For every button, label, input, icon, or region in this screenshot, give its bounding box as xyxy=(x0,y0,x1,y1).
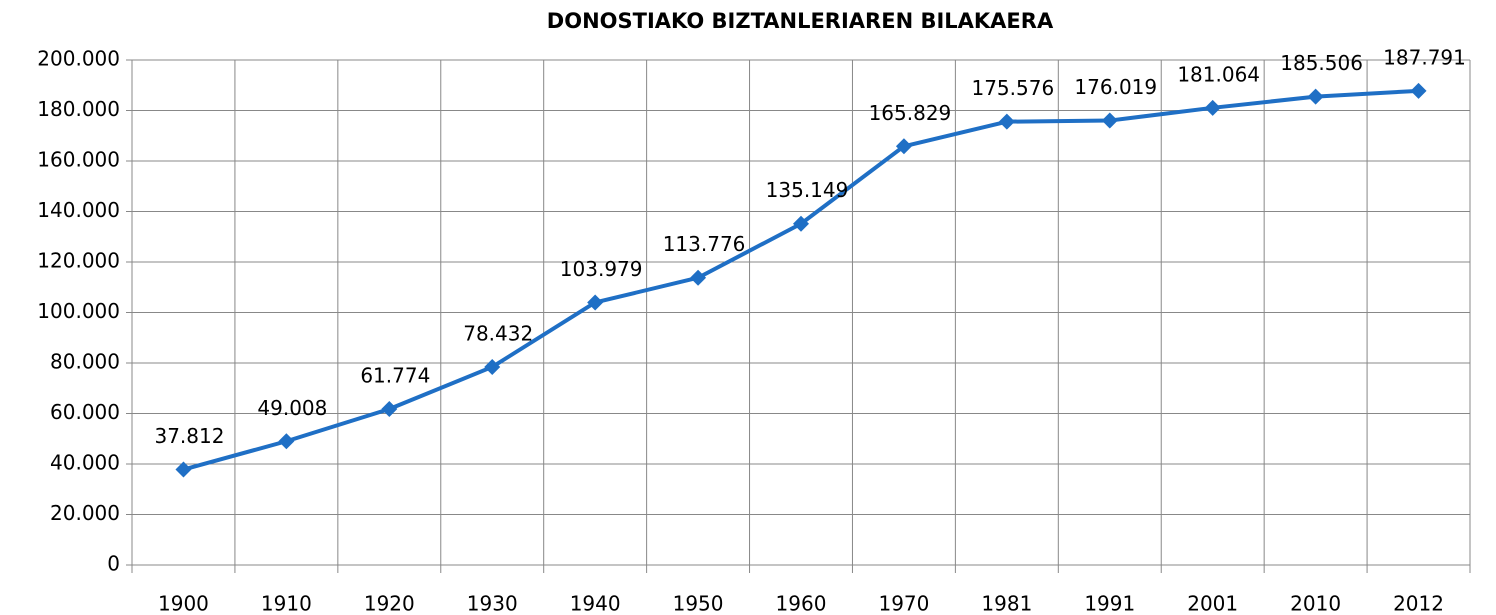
data-point xyxy=(381,401,398,418)
data-label: 61.774 xyxy=(360,364,430,388)
x-tick-label: 2001 xyxy=(1187,592,1238,615)
series-line xyxy=(182,88,1419,472)
y-tick-label: 200.000 xyxy=(37,47,120,71)
chart-title: DONOSTIAKO BIZTANLERIAREN BILAKAERA xyxy=(547,9,1054,33)
x-tick-label: 1940 xyxy=(570,592,621,615)
x-tick-label: 1960 xyxy=(776,592,827,615)
data-point xyxy=(587,294,604,311)
data-point xyxy=(278,433,295,450)
y-tick-label: 40.000 xyxy=(50,451,120,475)
y-tick-label: 80.000 xyxy=(50,350,120,374)
x-tick-label: 1981 xyxy=(981,592,1032,615)
x-tick-label: 1900 xyxy=(158,592,209,615)
y-tick-label: 20.000 xyxy=(50,501,120,525)
data-point xyxy=(1101,112,1118,129)
x-tick-label: 1920 xyxy=(364,592,415,615)
data-label: 187.791 xyxy=(1383,45,1466,69)
data-label: 103.979 xyxy=(560,257,643,281)
data-point xyxy=(484,358,501,375)
x-tick-label: 1910 xyxy=(261,592,312,615)
data-point xyxy=(1204,99,1221,116)
data-point xyxy=(895,138,912,155)
data-label: 49.008 xyxy=(257,396,327,420)
data-label: 37.812 xyxy=(154,424,224,448)
data-point xyxy=(690,269,707,286)
data-label: 165.829 xyxy=(869,101,952,125)
data-point xyxy=(998,113,1015,130)
data-label: 176.019 xyxy=(1074,75,1157,99)
data-point xyxy=(793,215,809,232)
data-label: 135.149 xyxy=(766,178,849,202)
y-tick-label: 160.000 xyxy=(37,148,120,172)
data-point xyxy=(1410,82,1427,99)
y-tick-label: 180.000 xyxy=(37,97,120,121)
x-tick-label: 1970 xyxy=(878,592,929,615)
y-tick-label: 0 xyxy=(107,552,120,576)
data-label: 181.064 xyxy=(1177,62,1260,86)
data-label: 113.776 xyxy=(663,232,746,256)
y-tick-label: 140.000 xyxy=(37,198,120,222)
y-tick-label: 100.000 xyxy=(37,299,120,323)
data-label: 185.506 xyxy=(1280,51,1363,75)
data-point xyxy=(1307,88,1324,105)
data-label: 78.432 xyxy=(463,321,533,345)
y-tick-label: 120.000 xyxy=(37,249,120,273)
x-tick-label: 1950 xyxy=(673,592,724,615)
x-tick-label: 1930 xyxy=(467,592,518,615)
x-tick-label: 1991 xyxy=(1084,592,1135,615)
data-point xyxy=(175,461,192,478)
y-tick-label: 60.000 xyxy=(50,400,120,424)
data-label: 175.576 xyxy=(971,76,1054,100)
x-tick-label: 2012 xyxy=(1393,592,1444,615)
x-tick-label: 2010 xyxy=(1290,592,1341,615)
